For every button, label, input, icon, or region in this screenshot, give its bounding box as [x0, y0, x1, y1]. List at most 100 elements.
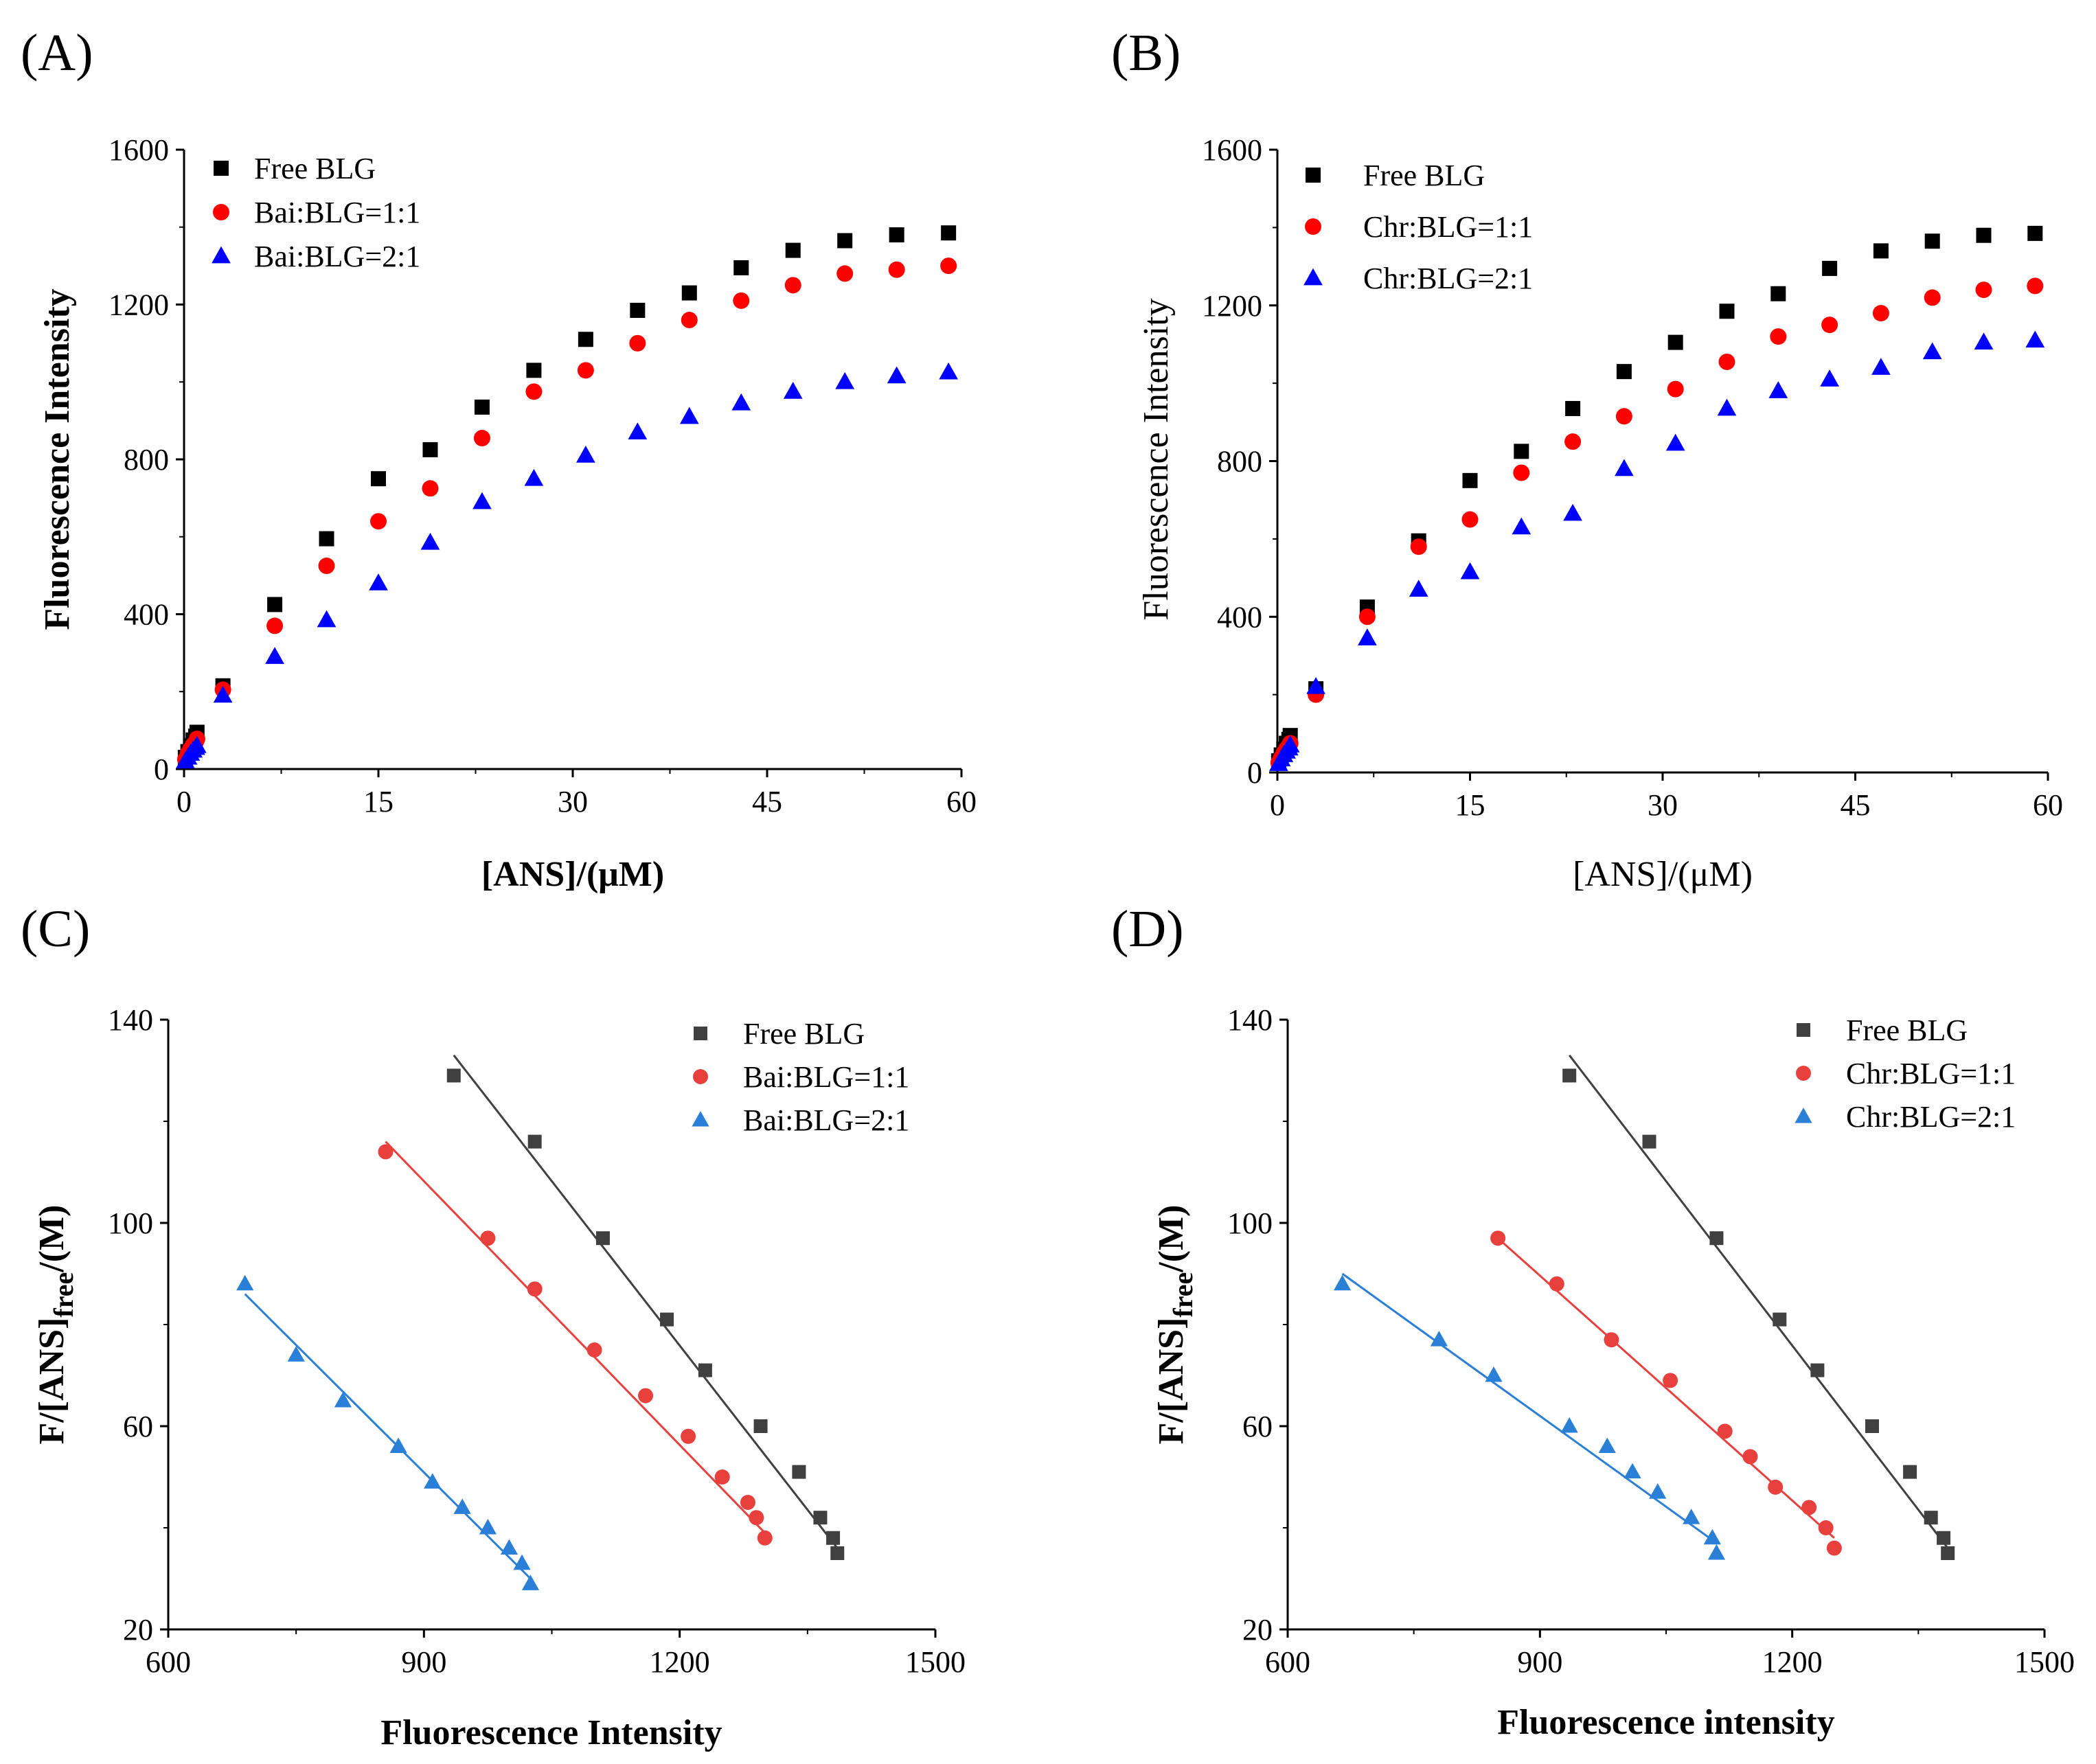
data-point [187, 735, 207, 753]
data-point [757, 1530, 773, 1546]
series-chr-blg-1-1 [1490, 1230, 1842, 1556]
data-point [1773, 1312, 1787, 1327]
data-point [317, 610, 337, 628]
data-point [638, 1388, 654, 1404]
data-point [887, 366, 907, 384]
data-point [1770, 286, 1786, 301]
data-point [422, 442, 438, 457]
legend-marker [1795, 1107, 1812, 1123]
x-tick-label: 15 [363, 785, 394, 818]
data-point [826, 1531, 841, 1545]
x-tick-label: 600 [1265, 1645, 1310, 1679]
data-point [1924, 1511, 1938, 1525]
data-point [1768, 1479, 1784, 1495]
data-point [785, 242, 801, 258]
data-point [1742, 1449, 1758, 1465]
data-point [513, 1554, 531, 1570]
data-point [1709, 1231, 1724, 1246]
y-tick-label: 400 [124, 598, 169, 632]
data-point [830, 1546, 845, 1560]
panel-d: (D) 600 900 1200 1500 20 60 100 140 Fluorescence … [1111, 900, 2075, 1742]
data-point [1410, 538, 1427, 555]
legend-marker [1305, 218, 1321, 235]
y-tick-label: 1200 [109, 288, 169, 322]
fit-line [1568, 1054, 1949, 1549]
data-point [1616, 364, 1632, 380]
legend-marker [693, 1069, 708, 1084]
data-point [1976, 227, 1992, 243]
data-point [813, 1511, 828, 1525]
legend-label: Free BLG [1363, 159, 1485, 192]
panel-label: (D) [1111, 900, 1184, 958]
panel-c: (C) 600 900 1200 1500 20 60 100 140 Fluorescence … [21, 900, 966, 1752]
data-point [578, 332, 593, 347]
x-axis-title: Fluorescence intensity [1497, 1703, 1835, 1742]
legend-marker [1306, 168, 1321, 183]
y-tick-label: 20 [123, 1613, 153, 1647]
data-point [1821, 317, 1838, 334]
data-point [472, 492, 492, 509]
data-point [1490, 1230, 1506, 1246]
legend-label: Bai:BLG=1:1 [254, 196, 420, 229]
data-point [1280, 735, 1300, 753]
data-point [660, 1312, 674, 1327]
data-point [749, 1510, 764, 1526]
y-title-part: /(M) [32, 1205, 71, 1273]
x-tick-label: 600 [146, 1645, 191, 1679]
data-point [1563, 503, 1582, 521]
x-tick-label: 0 [1270, 788, 1285, 822]
data-point [577, 362, 594, 379]
panel-label: (C) [21, 900, 90, 958]
legend-marker [1303, 268, 1323, 286]
data-point [1718, 353, 1735, 370]
series-bai-blg-2-1 [176, 362, 958, 769]
data-point [524, 468, 544, 486]
data-point [1562, 1068, 1577, 1083]
data-point [424, 1473, 442, 1489]
data-point [1871, 358, 1891, 375]
data-point [1512, 517, 1531, 535]
data-point [698, 1363, 712, 1377]
data-point [1865, 1419, 1879, 1433]
data-point [371, 471, 386, 487]
y-tick-label: 800 [1217, 445, 1262, 479]
y-tick-label: 100 [108, 1206, 153, 1240]
x-tick-label: 1500 [2014, 1645, 2075, 1679]
data-point [1703, 1528, 1721, 1545]
data-point [1565, 400, 1581, 416]
legend-marker [214, 161, 229, 176]
data-point [681, 312, 698, 329]
x-tick-label: 900 [1517, 1645, 1562, 1679]
legend-label: Chr:BLG=1:1 [1846, 1057, 2016, 1090]
data-point [2025, 330, 2045, 348]
data-point [526, 363, 542, 378]
data-point [681, 1428, 696, 1444]
data-point [474, 399, 490, 415]
data-point [941, 225, 957, 241]
data-point [378, 1144, 394, 1160]
fit-line [453, 1054, 839, 1549]
y-tick-label: 100 [1227, 1206, 1273, 1240]
legend-marker [212, 246, 231, 264]
data-point [1717, 1423, 1733, 1439]
data-point [1820, 369, 1839, 387]
x-axis-title: Fluorescence Intensity [380, 1713, 722, 1752]
data-point [480, 1230, 496, 1246]
data-point [792, 1465, 806, 1479]
data-point [1663, 1373, 1678, 1388]
data-point [1683, 1509, 1700, 1524]
data-point [1873, 243, 1889, 259]
data-point [1564, 433, 1582, 450]
data-point [287, 1346, 305, 1362]
data-point [1826, 1540, 1842, 1556]
data-point [1306, 676, 1325, 694]
panel-a: (A) 0 15 30 45 60 0 400 800 1200 1600 [ANS]/(μM) Flu… [21, 24, 977, 894]
data-point [1822, 260, 1838, 276]
series-free-blg [1562, 1054, 1955, 1560]
data-point [733, 292, 750, 309]
x-tick-label: 60 [2033, 788, 2063, 822]
x-tick-label: 45 [1841, 788, 1871, 822]
data-point [2027, 225, 2043, 241]
data-point [1549, 1276, 1564, 1292]
legend-marker [692, 1110, 709, 1127]
